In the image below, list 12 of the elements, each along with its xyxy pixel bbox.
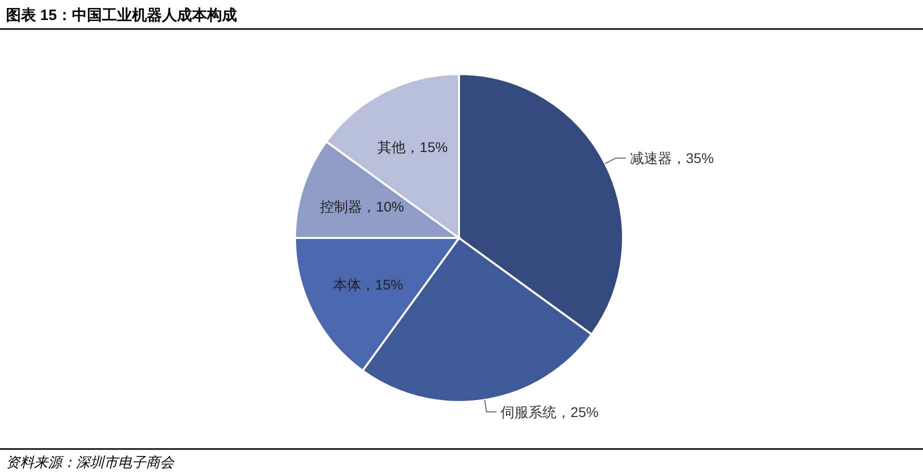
slice-label: 控制器 (320, 198, 362, 214)
slice-label: 减速器 (630, 150, 672, 166)
slice-label: 其他 (378, 139, 406, 156)
data-label: ，10% (362, 198, 404, 214)
data-label: ，15% (406, 139, 448, 156)
text: 图表 15：中国工业机器人成本构成 (6, 7, 237, 24)
slice-label: 本体 (333, 276, 362, 292)
data-label: ，25% (556, 404, 599, 420)
data-label: ，15% (361, 276, 404, 292)
data-label: ，35% (672, 150, 714, 166)
slice-label: 伺服系统 (500, 404, 557, 420)
text: 资料来源：深圳市电子商会 (6, 454, 175, 470)
